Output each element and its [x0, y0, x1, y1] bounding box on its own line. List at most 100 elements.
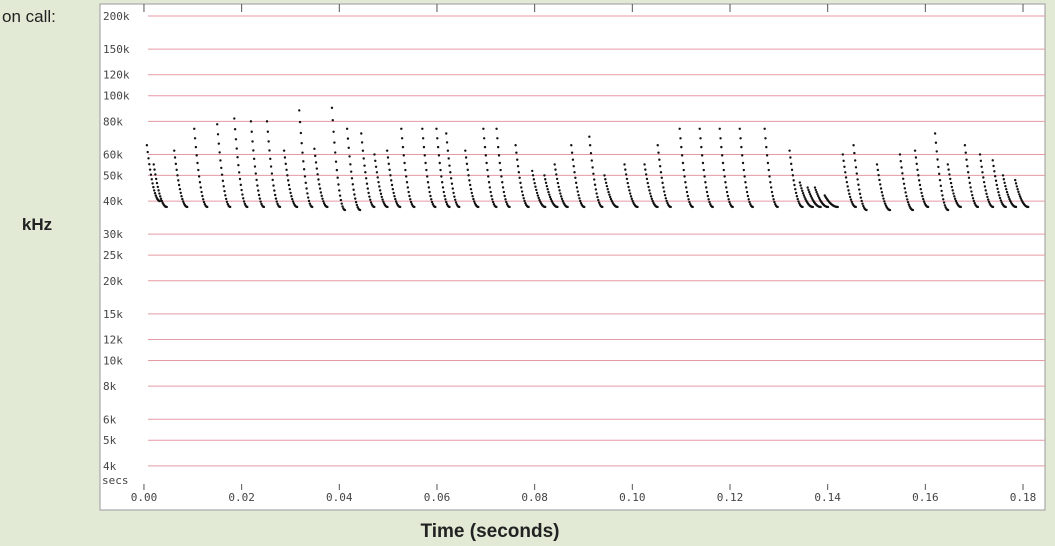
- x-tick-label: 0.06: [424, 491, 451, 504]
- call-dot: [451, 187, 454, 190]
- call-dot: [270, 172, 274, 175]
- call-dot: [982, 180, 986, 184]
- call-dot: [240, 188, 243, 192]
- call-dot: [790, 168, 794, 172]
- call-dot: [699, 137, 702, 140]
- call-dot: [819, 205, 822, 209]
- call-dot: [435, 127, 438, 130]
- call-dot: [430, 200, 434, 204]
- call-dot: [560, 197, 564, 201]
- call-dot: [473, 200, 476, 203]
- call-dot: [847, 189, 850, 192]
- call-dot: [859, 196, 863, 199]
- call-dot: [496, 145, 500, 149]
- call-dot: [808, 190, 811, 194]
- call-dot: [996, 187, 999, 190]
- call-dot: [338, 189, 341, 192]
- call-dot: [662, 186, 665, 189]
- call-dot: [458, 205, 461, 209]
- call-dot: [858, 192, 862, 196]
- call-dot: [991, 159, 994, 162]
- call-dot: [1016, 188, 1019, 191]
- call-dot: [254, 172, 257, 175]
- call-dot: [680, 145, 683, 149]
- call-dot: [664, 197, 668, 200]
- call-dot: [304, 181, 307, 185]
- call-dot: [523, 199, 526, 203]
- call-dot: [422, 145, 426, 149]
- call-dot: [720, 145, 723, 149]
- call-pulse: [963, 144, 980, 209]
- call-dot: [656, 205, 659, 209]
- call-dot: [978, 153, 982, 156]
- call-dot: [252, 157, 256, 161]
- call-dot: [556, 181, 560, 185]
- call-dot: [571, 158, 575, 161]
- call-dot: [315, 167, 319, 170]
- call-pulse: [946, 163, 963, 209]
- call-dot: [353, 193, 356, 196]
- call-dot: [317, 178, 320, 181]
- call-dot: [253, 165, 257, 168]
- call-dot: [440, 175, 443, 178]
- y-tick-label: 120k: [103, 69, 130, 82]
- call-pulse: [875, 163, 892, 212]
- call-dot: [657, 151, 660, 154]
- call-pulse: [445, 132, 461, 209]
- call-dot: [407, 190, 410, 194]
- call-dot: [241, 193, 244, 196]
- call-dot: [876, 168, 880, 172]
- call-dot: [453, 198, 457, 202]
- call-dot: [966, 171, 970, 174]
- call-dot: [796, 197, 799, 201]
- call-dot: [801, 205, 804, 209]
- call-dot: [298, 109, 301, 112]
- call-dot: [326, 205, 329, 209]
- call-dot: [747, 198, 750, 201]
- call-dot: [217, 142, 221, 145]
- call-dot: [646, 181, 649, 185]
- call-dot: [424, 161, 427, 165]
- call-dot: [394, 200, 398, 203]
- call-dot: [985, 192, 988, 196]
- call-dot: [724, 181, 727, 184]
- call-dot: [705, 186, 708, 189]
- call-dot: [660, 176, 663, 180]
- call-dot: [798, 181, 802, 184]
- call-dot: [926, 205, 930, 209]
- call-dot: [997, 191, 1000, 194]
- call-dot: [731, 205, 734, 209]
- call-dot: [1017, 190, 1020, 194]
- call-dot: [256, 184, 259, 187]
- call-dot: [604, 181, 608, 185]
- call-dot: [378, 189, 382, 192]
- call-dot: [516, 165, 520, 168]
- call-dot: [448, 205, 451, 209]
- call-dot: [546, 188, 549, 191]
- call-dot: [258, 197, 262, 200]
- call-dot: [950, 185, 954, 189]
- call-dot: [405, 181, 409, 184]
- call-dot: [201, 198, 205, 201]
- call-dot: [968, 181, 971, 185]
- call-pulse: [588, 135, 604, 209]
- caption: on call:: [2, 7, 56, 26]
- call-dot: [898, 153, 902, 156]
- call-dot: [487, 181, 491, 184]
- call-dot: [322, 200, 325, 203]
- call-dot: [843, 165, 846, 168]
- call-dot: [242, 197, 245, 200]
- call-dot: [854, 166, 858, 169]
- call-dot: [967, 176, 971, 180]
- call-pulse: [282, 149, 299, 209]
- call-dot: [391, 187, 395, 191]
- call-dot: [284, 162, 287, 166]
- call-dot: [906, 201, 910, 204]
- call-pulse: [798, 181, 815, 209]
- call-dot: [320, 194, 323, 198]
- call-dot: [151, 182, 154, 185]
- y-tick-label: 200k: [103, 10, 130, 23]
- call-dot: [648, 189, 651, 192]
- call-dot: [535, 188, 538, 192]
- call-dot: [797, 200, 800, 203]
